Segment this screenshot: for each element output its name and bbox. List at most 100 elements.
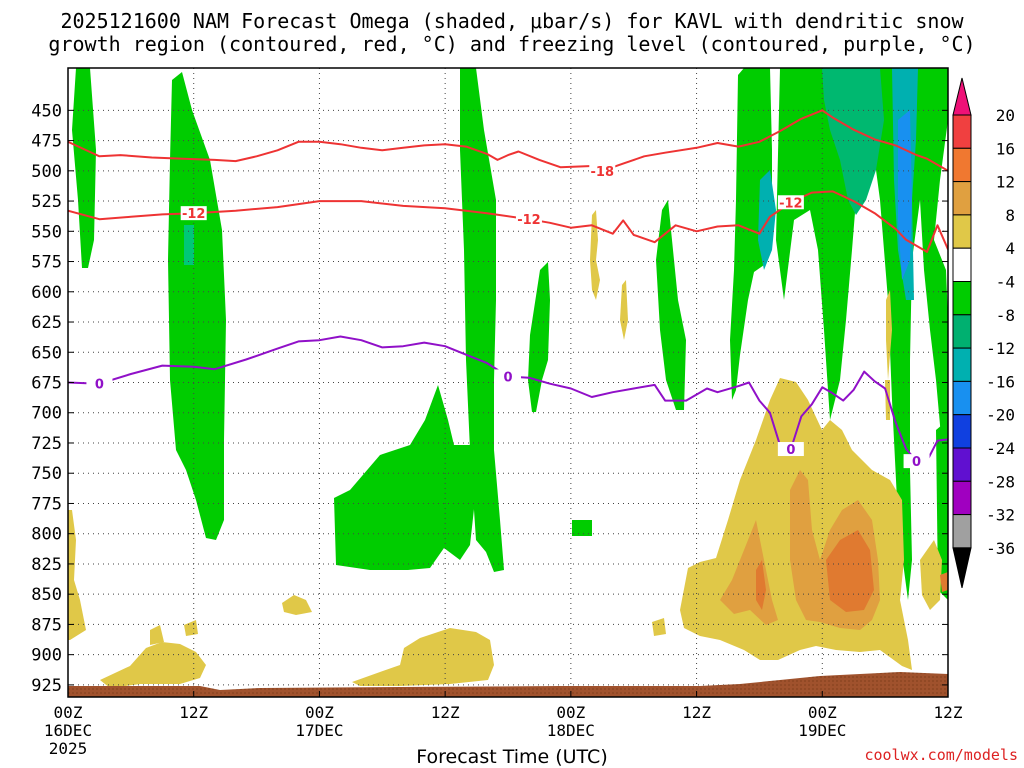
omega-region-negative <box>572 520 592 536</box>
colorbar-swatch <box>952 114 972 149</box>
x-tick-label: 12Z <box>934 703 963 722</box>
omega-region-negative <box>168 72 226 540</box>
colorbar-swatch <box>952 347 972 382</box>
y-tick-label: 550 <box>31 222 62 242</box>
colorbar-swatch <box>952 447 972 482</box>
contour-label: 0 <box>912 455 921 470</box>
colorbar-swatch <box>952 380 972 416</box>
y-tick-label: 750 <box>31 464 62 484</box>
contour-label-bg <box>515 212 542 227</box>
x-tick-label: 12Z <box>179 703 208 722</box>
omega-region-negative <box>460 68 504 572</box>
terrain-ground <box>68 672 948 697</box>
colorbar-swatch <box>952 247 972 282</box>
colorbar-swatch <box>952 147 972 183</box>
y-tick-label: 725 <box>31 434 62 454</box>
omega-region-positive <box>590 210 600 300</box>
omega-region-negative <box>898 110 912 280</box>
colorbar-label: -4 <box>996 273 1015 292</box>
contour-label: -12 <box>182 207 206 222</box>
y-tick-label: 875 <box>31 615 62 635</box>
omega-region-positive <box>282 595 312 615</box>
colorbar-label: -20 <box>986 406 1015 425</box>
omega-region-negative <box>184 225 194 265</box>
colorbar-label: 12 <box>996 173 1015 192</box>
colorbar-label: -16 <box>986 372 1015 391</box>
x-axis-label: Forecast Time (UTC) <box>416 746 608 768</box>
website-credit[interactable]: coolwx.com/models <box>864 746 1018 764</box>
colorbar-top-arrow <box>952 77 972 116</box>
x-tick-date-label: 16DEC <box>44 721 92 740</box>
colorbar-label: -12 <box>986 339 1015 358</box>
contour-label: -12 <box>517 213 541 228</box>
y-tick-label: 775 <box>31 494 62 514</box>
omega-region-negative <box>822 68 884 215</box>
grid-lines <box>68 68 948 697</box>
y-tick-label: 450 <box>31 101 62 121</box>
x-tick-date-label: 17DEC <box>295 721 343 740</box>
omega-region-negative <box>334 385 475 570</box>
colorbar-label: -24 <box>986 439 1015 458</box>
y-tick-label: 525 <box>31 192 62 212</box>
colorbar-label: -36 <box>986 539 1015 558</box>
omega-region-positive <box>352 628 494 686</box>
y-tick-label: 575 <box>31 253 62 273</box>
y-tick-label: 700 <box>31 404 62 424</box>
contour-label-bg <box>903 454 930 469</box>
omega-region-positive <box>184 620 198 636</box>
y-tick-label: 475 <box>31 132 62 152</box>
colorbar-swatch <box>952 181 972 216</box>
contour-line <box>68 109 948 172</box>
y-tick-label: 925 <box>31 676 62 696</box>
contour-label: 0 <box>95 378 104 393</box>
x-tick-label: 00Z <box>54 703 83 722</box>
colorbar-swatch <box>952 414 972 449</box>
omega-colorbar: 20 16 12 8 4 -4 -8 -12 -16 -20 -24 -28 -32 -36 <box>952 77 1015 589</box>
y-tick-label: 900 <box>31 646 62 666</box>
colorbar-label: -8 <box>996 306 1015 325</box>
omega-region-positive <box>652 618 666 636</box>
omega-region-positive <box>620 280 628 340</box>
omega-region-positive <box>886 290 892 380</box>
contour-label: -18 <box>591 165 615 180</box>
contour-label-bg <box>777 195 804 210</box>
omega-region-negative <box>528 262 550 412</box>
omega-shading <box>68 68 948 688</box>
y-tick-label: 650 <box>31 343 62 363</box>
contour-label-bg <box>180 206 207 221</box>
colorbar-bottom-arrow <box>952 547 972 589</box>
contour-label-bg <box>589 163 616 178</box>
contour-label: -12 <box>779 196 803 211</box>
x-tick-label: 12Z <box>682 703 711 722</box>
colorbar-label: 20 <box>996 106 1015 125</box>
y-tick-label: 850 <box>31 585 62 605</box>
y-tick-label: 825 <box>31 555 62 575</box>
contour-label-bg <box>495 369 521 384</box>
x-tick-label: 12Z <box>431 703 460 722</box>
contour-line <box>68 335 948 463</box>
y-tick-label: 800 <box>31 525 62 545</box>
chart-title-line-2: growth region (contoured, red, °C) and f… <box>48 32 976 56</box>
y-tick-label: 500 <box>31 162 62 182</box>
omega-region-negative <box>656 200 686 410</box>
y-axis: 450 475 500 525 550 575 600 625 650 675 700 725 750 7… <box>31 101 948 696</box>
colorbar-label: 8 <box>1005 206 1015 225</box>
omega-region-positive <box>826 530 874 612</box>
contour-label-bg <box>777 442 804 457</box>
colorbar-label: -28 <box>986 472 1015 491</box>
contour-line <box>68 190 948 253</box>
x-tick-date-label: 19DEC <box>798 721 846 740</box>
x-tick-label: 00Z <box>305 703 334 722</box>
x-tick-label: 00Z <box>808 703 837 722</box>
colorbar-swatch <box>952 314 972 349</box>
y-tick-label: 675 <box>31 374 62 394</box>
chart-title-line-1: 2025121600 NAM Forecast Omega (shaded, μ… <box>60 9 964 33</box>
colorbar-swatch <box>952 214 972 249</box>
x-tick-label: 00Z <box>556 703 585 722</box>
omega-region-positive <box>756 560 766 610</box>
omega-region-negative <box>72 68 96 268</box>
x-tick-year-label: 2025 <box>49 739 88 758</box>
x-tick-date-label: 18DEC <box>547 721 595 740</box>
